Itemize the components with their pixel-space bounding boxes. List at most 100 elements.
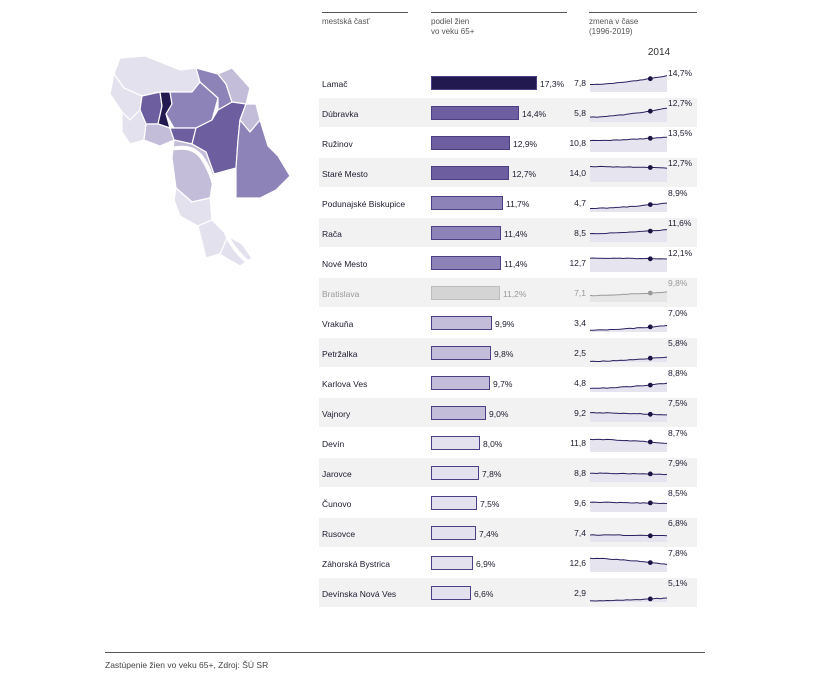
sparkline-line — [590, 75, 668, 85]
sparkline-end-value: 14,7% — [668, 68, 693, 78]
sparkline-end-value: 9,8% — [668, 278, 688, 288]
sparkline-start-value: 12,7 — [569, 258, 586, 268]
danube-river — [129, 145, 258, 270]
sparkline-podunajské-biskupice — [590, 202, 668, 212]
sparkline-end-value: 11,6% — [668, 218, 692, 228]
bar-value-label: 11,4% — [504, 259, 528, 269]
sparkline-end-value: 8,9% — [668, 188, 688, 198]
sparkline-start-value: 11,8 — [570, 438, 586, 448]
sparkline-line — [590, 202, 668, 209]
sparkline-dúbravka — [589, 107, 668, 122]
bar-záhorská-bystrica — [431, 556, 473, 570]
district-label: Podunajské Biskupice — [322, 199, 406, 209]
bar-dúbravka — [431, 106, 519, 120]
bar-jarovce — [431, 466, 479, 480]
sparkline-petržalka — [589, 355, 668, 362]
bar-value-label: 7,5% — [480, 499, 500, 509]
sparkline-start-value: 4,7 — [574, 198, 586, 208]
sparkline-line — [589, 291, 668, 297]
sparkline-area — [590, 166, 667, 182]
sparkline-highlight-dot — [647, 165, 653, 170]
sparkline-end-value: 5,8% — [668, 338, 688, 348]
column-header-share: podiel žien vo veku 65+ — [431, 12, 567, 37]
bar-karlova-ves — [431, 376, 490, 390]
sparkline-end-value: 7,0% — [668, 308, 688, 318]
sparkline-highlight-dot — [647, 290, 653, 296]
sparkline-highlight-dot — [647, 411, 653, 417]
district-label: Devín — [322, 439, 345, 449]
sparkline-ružinov — [589, 135, 667, 152]
sparkline-start-value: 5,8 — [574, 108, 586, 118]
sparkline-start-value: 3,4 — [574, 318, 586, 328]
sparkline-end-value: 12,1% — [668, 248, 693, 258]
bar-value-label: 11,7% — [506, 199, 530, 209]
sparkline-lamač — [590, 75, 668, 92]
sparkline-end-value: 6,8% — [668, 518, 688, 528]
district-label: Rača — [322, 229, 342, 239]
column-header-district: mestská časť — [322, 12, 408, 27]
sparkline-area — [590, 75, 667, 92]
district-label: Nové Mesto — [322, 259, 368, 269]
sparkline-vrakuňa — [589, 324, 668, 332]
sparkline-highlight-dot — [647, 382, 653, 388]
bar-bratislava — [431, 286, 500, 300]
sparkline-line — [589, 257, 668, 260]
sparkline-area — [590, 473, 667, 482]
sparkline-area — [590, 558, 667, 572]
sparkline-line — [589, 229, 668, 235]
sparkline-jarovce — [589, 471, 668, 482]
district-label: Záhorská Bystrica — [322, 559, 391, 569]
sparkline-start-value: 8,8 — [574, 468, 586, 478]
sparkline-area — [590, 502, 667, 512]
bar-value-label: 6,9% — [476, 559, 496, 569]
bar-value-label: 6,6% — [474, 589, 494, 599]
bar-value-label: 7,8% — [482, 469, 502, 479]
sparkline-highlight-dot — [647, 533, 653, 539]
column-header-change: zmena v čase (1996-2019) — [589, 12, 697, 37]
sparkline-karlova-ves — [589, 382, 668, 392]
sparkline-end-value: 7,9% — [668, 458, 688, 468]
sparkline-highlight-dot — [647, 560, 653, 565]
bar-value-label: 9,0% — [489, 409, 509, 419]
bar-podunajské-biskupice — [431, 196, 503, 210]
sparkline-highlight-dot — [647, 471, 653, 477]
sparkline-line — [589, 597, 668, 602]
bratislava-district-map — [109, 55, 291, 270]
bar-value-label: 7,4% — [479, 529, 499, 539]
sparkline-line — [589, 107, 668, 118]
bar-rusovce — [431, 526, 476, 540]
sparkline-highlight-dot — [647, 228, 653, 234]
bar-nové-mesto — [431, 256, 501, 270]
sparkline-highlight-dot — [647, 439, 653, 445]
bar-value-label: 11,4% — [504, 229, 528, 239]
bar-čunovo — [431, 496, 477, 510]
sparkline-bratislava — [589, 290, 668, 302]
bar-value-label: 9,9% — [495, 319, 515, 329]
sparkline-end-value: 12,7% — [668, 98, 693, 108]
bar-value-label: 12,7% — [512, 169, 537, 179]
sparkline-line — [589, 325, 668, 331]
bar-value-label: 14,4% — [522, 109, 547, 119]
highlight-year-label: 2014 — [647, 47, 671, 58]
sparkline-end-value: 8,7% — [668, 428, 688, 438]
district-label: Ružinov — [322, 139, 353, 149]
row-background — [319, 338, 697, 367]
sparkline-end-value: 13,5% — [668, 128, 693, 138]
bar-value-label: 9,7% — [493, 379, 513, 389]
sparkline-line — [589, 534, 668, 537]
sparkline-highlight-dot — [647, 202, 653, 207]
sparkline-start-value: 9,6 — [574, 498, 586, 508]
sparkline-line — [589, 438, 668, 444]
sparkline-end-value: 8,8% — [668, 368, 688, 378]
sparkline-start-value: 2,5 — [574, 348, 586, 358]
district-label: Vajnory — [322, 409, 351, 419]
sparkline-highlight-dot — [647, 500, 653, 506]
sparkline-devín — [589, 438, 668, 452]
sparkline-line — [589, 411, 667, 416]
sparkline-highlight-dot — [647, 324, 653, 330]
sparkline-end-value: 5,1% — [668, 578, 688, 588]
sparkline-highlight-dot — [647, 256, 653, 262]
sparkline-area — [590, 291, 667, 302]
sparkline-vajnory — [589, 411, 667, 422]
